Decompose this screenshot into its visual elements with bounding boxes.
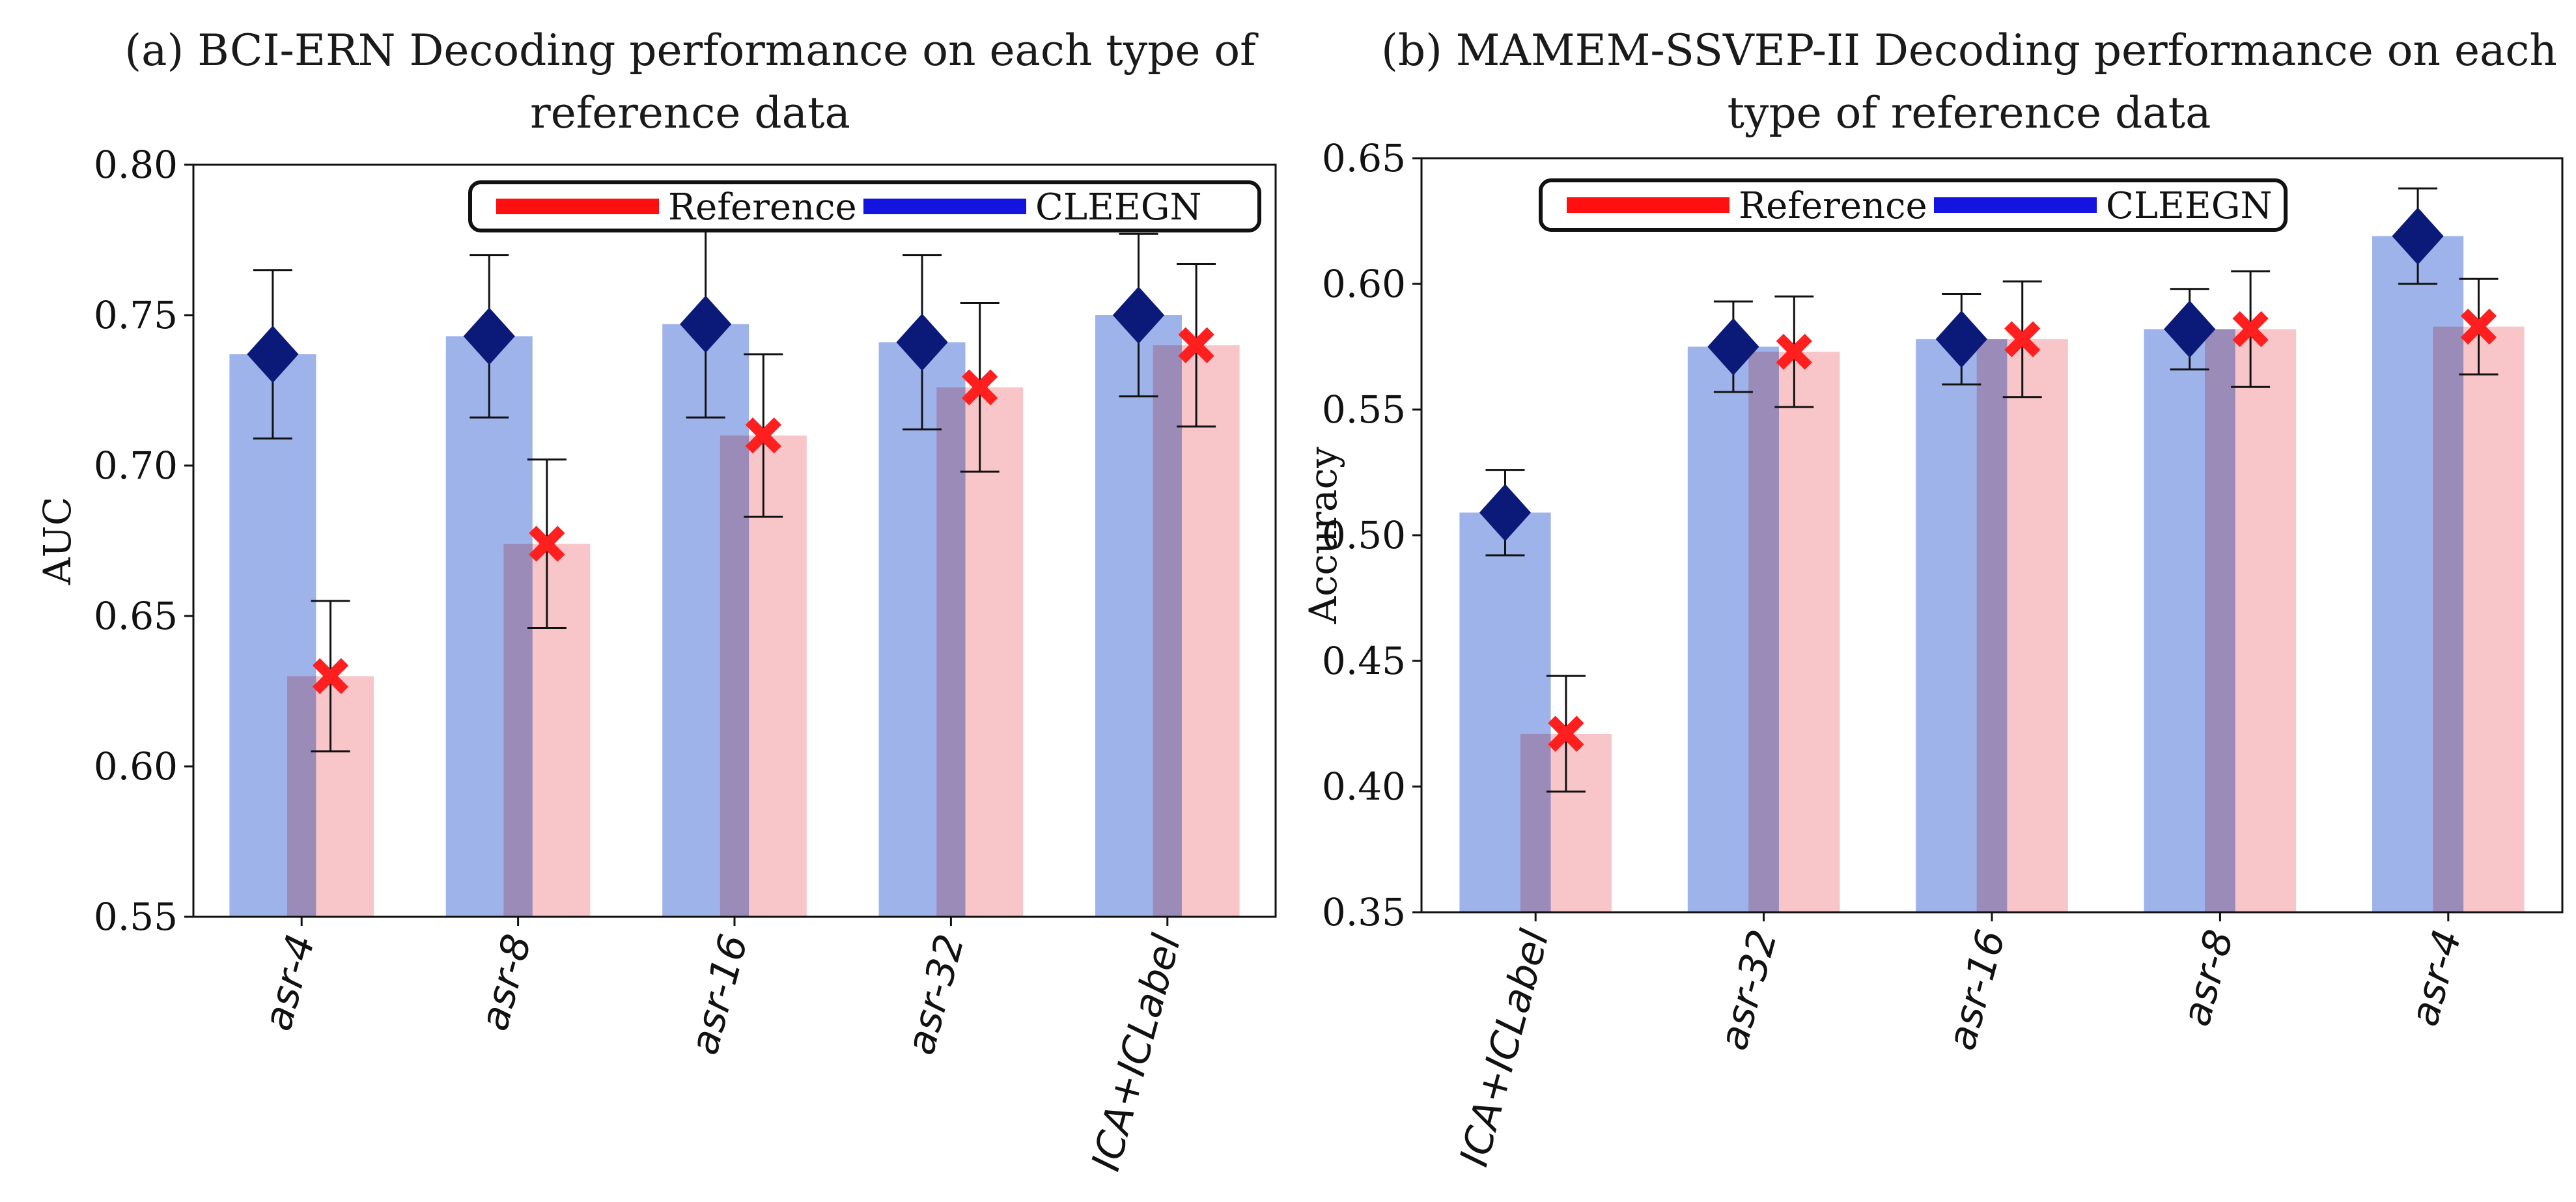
chart-a-xtick-label-3: asr-32 — [898, 930, 973, 1059]
chart-b-legend-swatch-reference — [1567, 197, 1729, 213]
chart-a-marker-reference-1 — [529, 525, 565, 562]
chart-b-xtick-label-2: asr-16 — [1939, 925, 2014, 1055]
chart-a-xtick-label-1: asr-8 — [471, 930, 540, 1035]
chart-b-ytick-label-6: 0.65 — [1322, 136, 1406, 180]
chart-a-legend-swatch-cleegn — [863, 199, 1026, 214]
chart-a-title-line-1: (a) BCI-ERN Decoding performance on each… — [124, 25, 1259, 76]
chart-a-ytick-label-4: 0.75 — [94, 293, 178, 337]
chart-a-ylabel: AUC — [35, 497, 79, 585]
chart-b-xtick-label-4: asr-4 — [2401, 925, 2471, 1031]
chart-a-xtick-label-0: asr-4 — [255, 930, 324, 1035]
chart-b-marker-cleegn-0 — [1479, 484, 1532, 542]
chart-a-xtick-label-2: asr-16 — [681, 930, 757, 1059]
chart-a-marker-cleegn-4 — [1112, 287, 1165, 344]
chart-a-marker-cleegn-1 — [463, 307, 515, 365]
chart-a-bar-reference-3 — [936, 387, 1024, 917]
chart-a-marker-cleegn-3 — [896, 313, 948, 371]
chart-b-ytick-label-0: 0.35 — [1322, 890, 1406, 934]
chart-a-legend: Reference CLEEGN — [468, 180, 1261, 232]
chart-b-title-line-1: (b) MAMEM-SSVEP-II Decoding performance … — [1381, 25, 2557, 76]
chart-b-marker-reference-2 — [2004, 321, 2041, 357]
chart-b-ytick-label-3: 0.50 — [1322, 513, 1406, 557]
chart-b-marker-cleegn-1 — [1707, 318, 1759, 376]
chart-b-legend-frame — [1539, 178, 2288, 232]
chart-b-marker-reference-3 — [2232, 311, 2269, 348]
chart-b-legend-label-cleegn: CLEEGN — [2106, 185, 2273, 227]
chart-a-legend-label-cleegn: CLEEGN — [1035, 186, 1202, 229]
chart-b-marker-reference-3-stroke-2 — [2232, 311, 2269, 348]
chart-a-ytick-label-2: 0.65 — [94, 594, 178, 638]
chart-b-marker-reference-0 — [1548, 716, 1584, 752]
chart-a-ytick-label-0: 0.55 — [94, 895, 178, 939]
chart-b-marker-reference-1 — [1776, 333, 1812, 370]
chart-a-axes-frame — [192, 163, 1277, 918]
chart-a-marker-reference-3 — [962, 369, 998, 406]
chart-b-bar-reference-3 — [2205, 329, 2297, 913]
chart-b-bar-reference-1 — [1748, 352, 1840, 912]
chart-b-legend-swatch-cleegn — [1934, 197, 2097, 213]
chart-b-marker-reference-1-stroke-2 — [1776, 333, 1812, 370]
chart-b-ytick-label-2: 0.45 — [1322, 639, 1406, 683]
chart-a-marker-reference-4 — [1178, 327, 1214, 363]
chart-a-legend-swatch-reference — [496, 199, 659, 214]
chart-a-marker-cleegn-2 — [680, 295, 732, 353]
chart-a-marker-reference-2 — [745, 417, 781, 454]
chart-b-marker-reference-2-stroke-2 — [2004, 321, 2041, 357]
chart-b-title-line-2: type of reference data — [1728, 88, 2211, 138]
chart-a-xtick-label-4: ICA+ICLabel — [1083, 929, 1190, 1175]
chart-b-xtick-label-3: asr-8 — [2174, 925, 2243, 1031]
chart-b-marker-reference-4 — [2460, 308, 2497, 345]
chart-a-bar-reference-4 — [1153, 345, 1240, 917]
chart-b-marker-reference-0-stroke-2 — [1548, 716, 1584, 752]
chart-a-ytick-label-1: 0.60 — [94, 744, 178, 789]
chart-a-ytick-label-3: 0.70 — [94, 443, 178, 488]
chart-a-legend-label-reference: Reference — [668, 186, 857, 229]
panel-b-mamem-ssvep: (b) MAMEM-SSVEP-II Decoding performance … — [1301, 25, 2564, 1171]
chart-a-marker-cleegn-0 — [247, 326, 299, 384]
chart-a-marker-reference-0 — [312, 658, 349, 695]
chart-b-marker-cleegn-3 — [2164, 300, 2216, 358]
chart-b-marker-reference-4-stroke-2 — [2460, 308, 2497, 345]
chart-b-marker-cleegn-4 — [2392, 207, 2444, 265]
chart-a-marker-reference-3-stroke-2 — [962, 369, 998, 406]
chart-b-xtick-label-1: asr-32 — [1711, 925, 1786, 1055]
chart-b-ytick-label-4: 0.55 — [1322, 387, 1406, 432]
chart-b-axes-frame — [1420, 157, 2564, 914]
chart-b-xtick-label-0: ICA+ICLabel — [1451, 925, 1558, 1171]
chart-a-marker-reference-2-stroke-2 — [745, 417, 781, 454]
chart-b-bar-reference-4 — [2433, 326, 2525, 912]
chart-a-title-line-2: reference data — [530, 88, 850, 138]
chart-b-marker-cleegn-2 — [1935, 310, 1987, 368]
chart-a-marker-reference-4-stroke-2 — [1178, 327, 1214, 363]
chart-a-marker-reference-1-stroke-2 — [529, 525, 565, 562]
chart-b-bar-reference-2 — [1976, 339, 2068, 912]
chart-b-ytick-label-5: 0.60 — [1322, 262, 1406, 306]
chart-b-ytick-label-1: 0.40 — [1322, 764, 1406, 809]
chart-a-marker-reference-0-stroke-2 — [312, 658, 349, 695]
panel-a-bci-ern: (a) BCI-ERN Decoding performance on each… — [35, 25, 1277, 1176]
chart-b-legend-label-reference: Reference — [1739, 185, 1927, 227]
chart-b-ylabel: Accuracy — [1301, 447, 1345, 624]
chart-b-legend: Reference CLEEGN — [1539, 178, 2288, 232]
chart-a-ytick-label-5: 0.80 — [94, 143, 178, 187]
